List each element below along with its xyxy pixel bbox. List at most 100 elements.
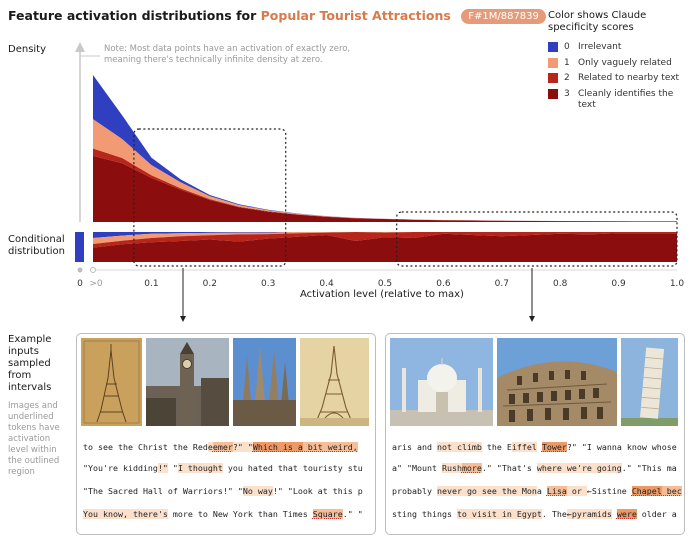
examples-note: Images and underlined tokens have activa… [8,401,60,477]
highlighted-token: !" [157,463,168,473]
token: more to New York than Times [167,509,313,519]
x-tick-label: 0 [77,279,83,289]
density-label: Density [8,44,47,55]
token: the E [481,442,512,452]
token: "The Sacred Hall of Warriors!" " [83,486,243,496]
legend-label: Cleanly identifies the text [578,89,674,110]
highlighted-token: were [616,509,637,519]
x-tick-label: 0.5 [378,279,392,289]
highlighted-token: bec [661,486,682,496]
token: !" "Look at this p [272,486,363,496]
x-tick-label: 0.6 [436,279,451,289]
eiffel-tower-drawing-image [300,338,369,426]
examples-panel-left: to see the Christ the Redeemer?" "Which … [76,333,376,535]
highlighted-token: emer [212,442,233,452]
token: ." " [342,509,363,519]
highlighted-token: Lisa [546,486,567,496]
highlighted-token: more [461,463,482,473]
highlighted-token: not climb [436,442,482,452]
highlighted-token: where we're going [536,463,622,473]
x-tick-label: 0.3 [261,279,275,289]
highlighted-token: to visit in Egypt [456,509,542,519]
example-text-line: "The Sacred Hall of Warriors!" "No way!"… [83,486,363,496]
legend-score: 3 [564,89,570,99]
examples-panel-right: aris and not climb the Eiffel Tower?" "I… [385,333,685,535]
token: older a [636,509,677,519]
token: sting things [392,509,457,519]
legend-swatch [548,58,558,68]
legend-title: Color shows Claude specificity scores [548,10,647,33]
conditional-area-score-2 [93,232,677,248]
highlighted-token: ?" " [232,442,253,452]
token: . The [541,509,567,519]
highlighted-token: ←py [566,509,582,519]
highlighted-token: ramids [581,509,612,519]
feature-id-badge[interactable]: F#1M/887839 [461,9,546,24]
conditional-area-score-0 [93,232,677,238]
highlighted-token: iffel [511,442,537,452]
x-tick-label: 0.4 [319,279,334,289]
token: probably [392,486,437,496]
zero-activation-bar [75,232,84,262]
interval-arrowhead [529,316,535,322]
highlighted-token: Square [312,509,343,519]
highlighted-token: e [207,442,213,452]
token: aris and [392,442,437,452]
token: a [536,486,547,496]
example-text-line: "You're kidding!" "I thought you hated t… [83,463,363,473]
legend-label: Only vaguely related [578,58,672,68]
x-axis-title: Activation level (relative to max) [300,289,464,300]
colosseum-image [497,338,617,426]
legend-swatch [548,73,558,83]
title-feature: Popular Tourist Attractions [260,8,451,23]
density-area-score-3 [93,155,677,222]
example-text-line: to see the Christ the Redeemer?" "Which … [83,442,358,452]
legend-score: 0 [564,42,570,52]
interval-arrowhead [180,316,186,322]
interval-box [133,128,287,267]
token: ." "That's [481,463,537,473]
highlighted-token: I thought [177,463,223,473]
example-text-line: sting things to visit in Egypt. The←pyra… [392,509,677,519]
legend-score: 2 [564,73,570,83]
legend-label: Irrelevant [578,42,622,52]
example-text-line: probably never go see the Mona Lisa or ←… [392,486,682,496]
highlighted-token: never go see the Mon [436,486,537,496]
highlighted-token: Rush [441,463,462,473]
legend-swatch [548,42,558,52]
zero-marker [77,267,83,273]
highlighted-token: You know, there's [83,509,168,519]
highlighted-token: bit weird, [302,442,358,452]
x-tick-label: 0.2 [203,279,217,289]
token: you hated that touristy stu [222,463,363,473]
token: ." "This ma [621,463,677,473]
zero-density-note: Note: Most data points have an activatio… [104,44,351,65]
title-prefix: Feature activation distributions for [8,8,257,23]
examples-label: Example inputs sampled from intervals [8,334,52,393]
taj-mahal-image [390,338,493,426]
token: ?" "I wanna know whose [566,442,677,452]
highlighted-token: No way [242,486,273,496]
token: a" "Mount [392,463,442,473]
sagrada-familia-image [233,338,296,426]
gt-zero-marker [90,267,96,273]
density-axis-arrow [75,42,85,52]
highlighted-token: or [566,486,587,496]
example-text-line: a" "Mount Rushmore." "That's where we're… [392,463,677,473]
token: " [167,463,178,473]
x-tick-label: 0.9 [611,279,626,289]
legend-label: Related to nearby text [578,73,680,83]
big-ben-image [146,338,229,426]
legend-swatch [548,89,558,99]
interval-box [396,211,678,267]
page-title: Feature activation distributions for Pop… [8,8,546,24]
conditional-label: Conditional distribution [8,234,65,257]
legend-score: 1 [564,58,570,68]
highlighted-token: Which is a [252,442,303,452]
eiffel-tower-sketch-image [81,338,142,426]
token: to see the Christ the Red [83,442,208,452]
activation-chart: 0 >0 0.1 0.2 0.3 0.4 0.5 0.6 0.7 0.8 0.9 1.0 [75,42,684,322]
x-tick-label: 0.7 [495,279,509,289]
highlighted-token: Chapel [631,486,662,496]
example-text-line: You know, there's more to New York than … [83,509,363,519]
